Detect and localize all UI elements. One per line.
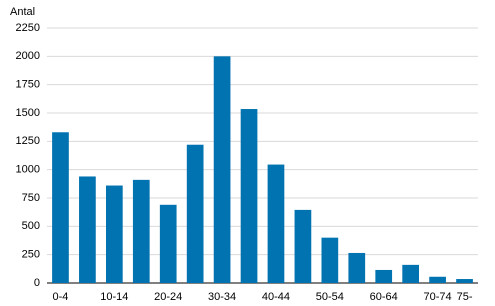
x-tick-label: 75- [457, 291, 473, 303]
x-tick-label: 50-54 [316, 291, 344, 303]
bar [186, 144, 204, 283]
bar [321, 237, 339, 283]
x-tick-label: 0-4 [53, 291, 69, 303]
x-tick-label: 60-64 [370, 291, 398, 303]
bar [429, 276, 446, 283]
bar [79, 176, 96, 283]
bar [348, 252, 366, 283]
y-tick-label: 1750 [16, 79, 40, 91]
y-tick-label: 750 [22, 192, 40, 204]
y-tick-label: 1250 [16, 135, 40, 147]
y-tick-label: 1500 [16, 107, 40, 119]
bar [240, 109, 258, 284]
y-tick-label: 0 [34, 277, 40, 289]
bar [105, 185, 123, 283]
bar [52, 132, 69, 283]
y-tick-label: 2250 [16, 22, 40, 34]
bar [456, 279, 473, 283]
bar [375, 269, 393, 283]
y-tick-label: 500 [22, 220, 40, 232]
x-tick-label: 30-34 [208, 291, 236, 303]
bar [213, 56, 231, 284]
bar [402, 264, 420, 283]
bar [132, 179, 150, 283]
y-axis-label: Antal [10, 6, 35, 18]
y-tick-label: 2000 [16, 50, 40, 62]
y-tick-label: 250 [22, 249, 40, 261]
bar [159, 204, 177, 283]
x-tick-label: 10-14 [100, 291, 128, 303]
x-tick-label: 20-24 [154, 291, 182, 303]
y-tick-label: 1000 [16, 164, 40, 176]
x-tick-label: 40-44 [262, 291, 290, 303]
bar [294, 209, 312, 283]
bar [267, 164, 285, 283]
x-tick-label: 70-74 [424, 291, 452, 303]
